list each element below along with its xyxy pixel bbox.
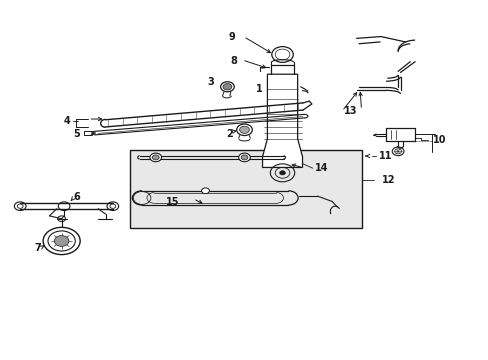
Circle shape: [279, 171, 285, 175]
Text: 8: 8: [230, 56, 237, 66]
Text: 3: 3: [206, 77, 213, 87]
Text: 4: 4: [63, 116, 70, 126]
Text: 6: 6: [73, 192, 80, 202]
Text: 15: 15: [165, 197, 179, 207]
Text: 12: 12: [381, 175, 394, 185]
Circle shape: [201, 188, 209, 194]
Circle shape: [17, 204, 23, 208]
Circle shape: [150, 153, 161, 162]
Text: 2: 2: [226, 129, 233, 139]
Circle shape: [238, 153, 250, 162]
Text: 1: 1: [255, 84, 262, 94]
Text: 10: 10: [432, 135, 446, 145]
Text: 7: 7: [34, 243, 41, 253]
Circle shape: [223, 84, 231, 90]
Text: 5: 5: [73, 130, 80, 139]
Polygon shape: [262, 74, 302, 167]
Text: 14: 14: [314, 163, 327, 173]
Text: 13: 13: [344, 106, 357, 116]
Circle shape: [54, 235, 69, 246]
Circle shape: [241, 155, 247, 160]
Circle shape: [110, 204, 116, 208]
Circle shape: [152, 155, 159, 160]
Bar: [130, 149, 361, 228]
Circle shape: [220, 82, 234, 92]
Text: 9: 9: [228, 32, 235, 42]
Text: 11: 11: [378, 151, 392, 161]
Circle shape: [239, 126, 249, 134]
Circle shape: [236, 124, 252, 135]
